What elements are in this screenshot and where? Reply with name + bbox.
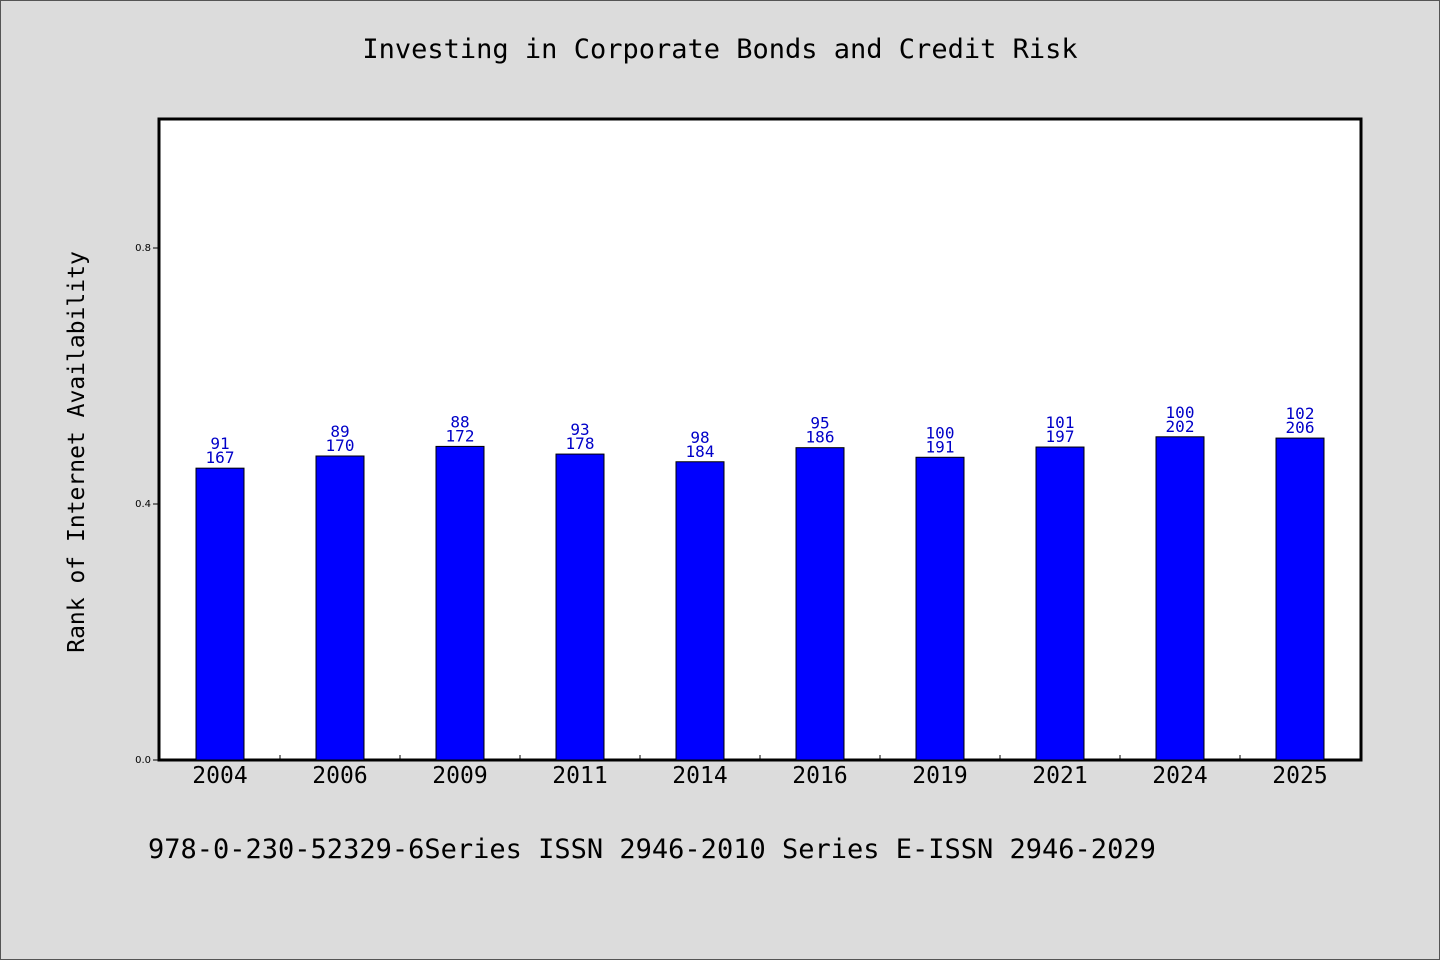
bar: [555, 453, 605, 761]
bar-label-top: 88: [450, 412, 469, 431]
bar-label-bottom: 184: [686, 442, 715, 461]
bar-label-top: 93: [570, 420, 589, 439]
bar: [1275, 437, 1325, 761]
x-tick-label: 2025: [1272, 763, 1327, 789]
bar: [315, 455, 365, 761]
x-tick-label: 2011: [552, 763, 607, 789]
y-axis: 0.0 0.4 0.8: [135, 243, 160, 766]
y-tick-label: 0.0: [135, 755, 151, 766]
x-tick-label: 2004: [192, 763, 247, 789]
bar: [195, 467, 245, 761]
bar: [1155, 436, 1205, 761]
bar-label-bottom: 202: [1166, 417, 1195, 436]
x-tick-label: 2014: [672, 763, 727, 789]
x-tick-label: 2021: [1032, 763, 1087, 789]
bar-label-top: 89: [330, 422, 349, 441]
bar-label-top: 98: [690, 428, 709, 447]
bar-label-bottom: 186: [806, 428, 835, 447]
bar: [795, 447, 845, 761]
bar-label-top: 100: [926, 423, 955, 442]
bar-label-top: 91: [210, 434, 229, 453]
x-tick-label: 2009: [432, 763, 487, 789]
y-tick-label: 0.4: [135, 499, 151, 510]
footer-isbn-text: 978-0-230-52329-6Series ISSN 2946-2010 S…: [148, 834, 1156, 865]
x-tick-label: 2019: [912, 763, 967, 789]
bar: [1035, 446, 1085, 761]
y-tick-label: 0.8: [135, 243, 151, 254]
x-tick-label: 2024: [1152, 763, 1207, 789]
bar-label-bottom: 206: [1286, 418, 1315, 437]
bar: [435, 445, 485, 761]
bar-label-bottom: 167: [206, 448, 235, 467]
bar-label-top: 102: [1286, 404, 1315, 423]
y-axis-label: Rank of Internet Availability: [64, 251, 90, 653]
bar-label-top: 100: [1166, 403, 1195, 422]
bar-label-bottom: 178: [566, 434, 595, 453]
bar-label-top: 101: [1046, 413, 1075, 432]
bar: [915, 456, 965, 761]
x-tick-label: 2006: [312, 763, 367, 789]
x-axis: 2004 2006 2009 2011 2014 2016 2019 2021 2024 2025: [192, 755, 1328, 789]
x-tick-label: 2016: [792, 763, 847, 789]
bar: [675, 461, 725, 761]
bar-label-bottom: 197: [1046, 427, 1075, 446]
bar-label-bottom: 170: [326, 436, 355, 455]
chart-title: Investing in Corporate Bonds and Credit …: [362, 34, 1078, 65]
bar-label-bottom: 172: [446, 426, 475, 445]
bar-label-bottom: 191: [926, 437, 955, 456]
bar-label-top: 95: [810, 414, 829, 433]
